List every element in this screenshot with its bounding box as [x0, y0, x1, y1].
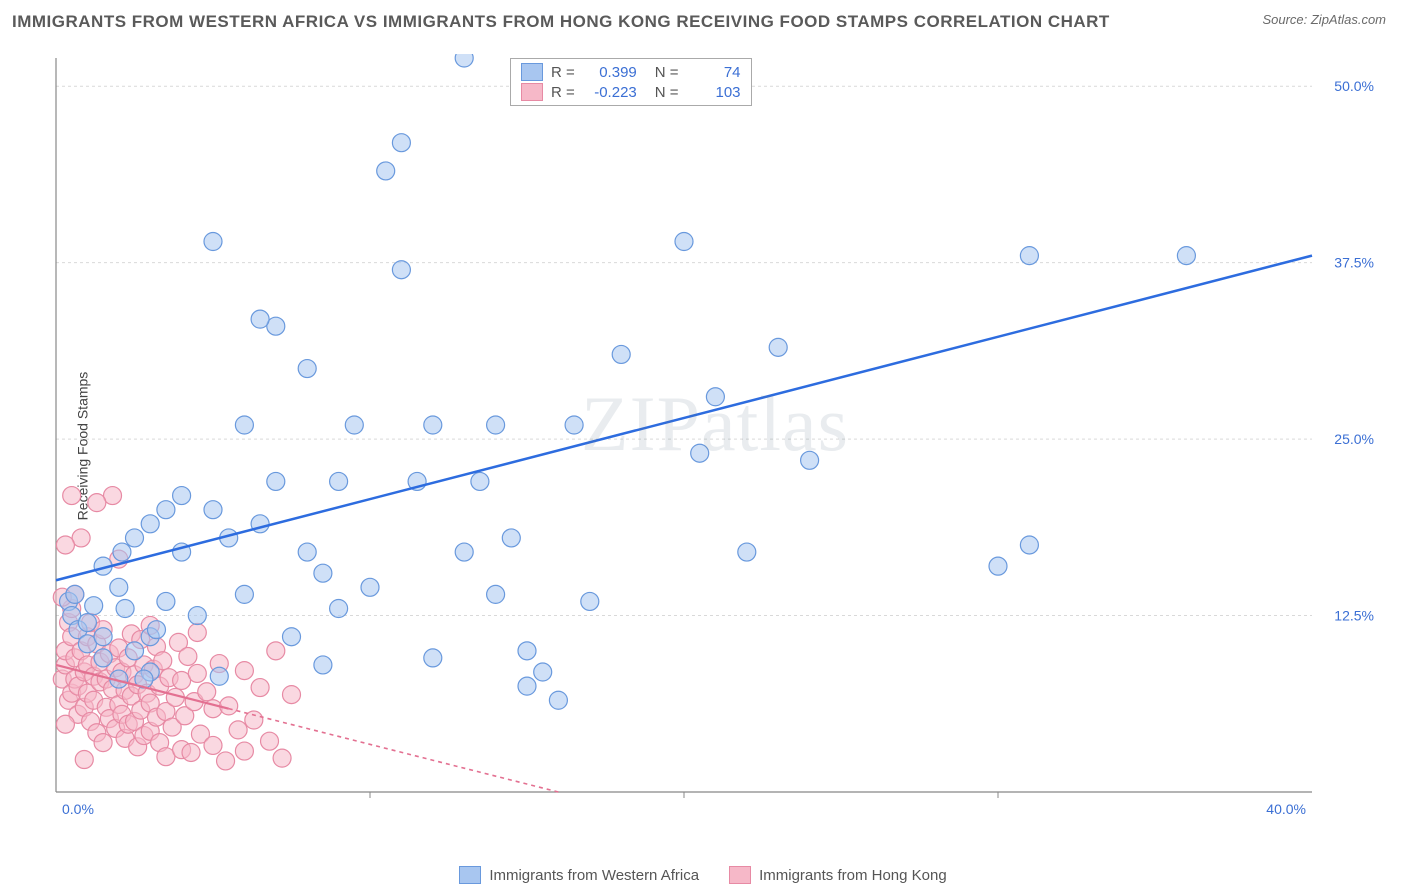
n-label: N =	[655, 64, 679, 81]
legend-label: Immigrants from Western Africa	[489, 867, 699, 884]
scatter-plot: 12.5%25.0%37.5%50.0%0.0%40.0% ZIPatlas R…	[50, 54, 1380, 824]
r-label: R =	[551, 84, 575, 101]
svg-text:37.5%: 37.5%	[1334, 255, 1374, 271]
chart-title: IMMIGRANTS FROM WESTERN AFRICA VS IMMIGR…	[12, 12, 1110, 32]
r-label: R =	[551, 64, 575, 81]
svg-text:12.5%: 12.5%	[1334, 608, 1374, 624]
n-label: N =	[655, 84, 679, 101]
svg-text:50.0%: 50.0%	[1334, 78, 1374, 94]
swatch-icon	[459, 866, 481, 884]
legend-item-hong-kong: Immigrants from Hong Kong	[729, 866, 947, 884]
svg-text:0.0%: 0.0%	[62, 801, 94, 817]
n-value: 74	[687, 64, 741, 81]
r-value: 0.399	[583, 64, 637, 81]
n-value: 103	[687, 84, 741, 101]
svg-text:40.0%: 40.0%	[1266, 801, 1306, 817]
swatch-icon	[729, 866, 751, 884]
swatch-icon	[521, 83, 543, 101]
r-value: -0.223	[583, 84, 637, 101]
legend-item-western-africa: Immigrants from Western Africa	[459, 866, 699, 884]
correlation-legend: R = 0.399 N = 74 R = -0.223 N = 103	[510, 58, 752, 106]
legend-row-western-africa: R = 0.399 N = 74	[521, 63, 741, 81]
swatch-icon	[521, 63, 543, 81]
series-legend: Immigrants from Western Africa Immigrant…	[0, 866, 1406, 884]
source-attribution: Source: ZipAtlas.com	[1262, 12, 1386, 27]
legend-label: Immigrants from Hong Kong	[759, 867, 947, 884]
legend-row-hong-kong: R = -0.223 N = 103	[521, 83, 741, 101]
svg-text:25.0%: 25.0%	[1334, 431, 1374, 447]
